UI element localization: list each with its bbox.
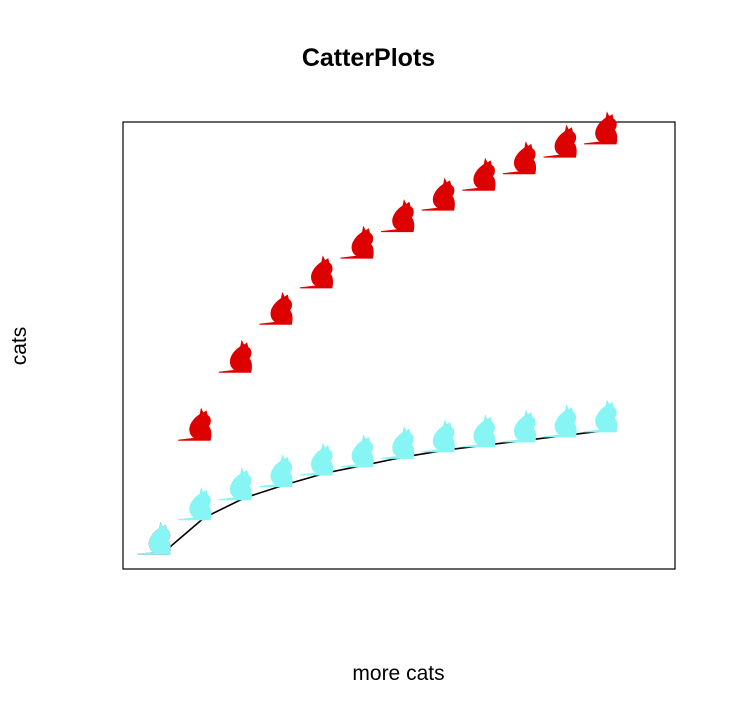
cat-marker-s2-6 <box>340 434 374 468</box>
cat-marker-s2-7 <box>381 425 415 459</box>
cat-marker-s2-11 <box>543 404 577 438</box>
cat-marker-s2-5 <box>299 442 333 476</box>
cat-marker-s2-12 <box>584 399 618 433</box>
chart-title: CatterPlots <box>301 44 436 72</box>
x-axis-label: more cats <box>352 662 445 685</box>
plot-frame <box>122 121 676 570</box>
cat-marker-s1-3 <box>218 339 252 373</box>
cat-marker-s1-2 <box>178 407 212 441</box>
cat-markers <box>137 111 618 555</box>
cat-marker-s1-12 <box>584 111 618 145</box>
cat-marker-s2-2 <box>178 487 212 521</box>
cat-marker-s1-6 <box>340 225 374 259</box>
cat-marker-s1-4 <box>259 291 293 325</box>
cat-marker-s1-7 <box>381 199 415 233</box>
cat-marker-s1-10 <box>502 141 536 175</box>
cat-marker-s1-9 <box>462 157 496 191</box>
cat-marker-s1-5 <box>299 255 333 289</box>
cat-marker-s2-4 <box>259 454 293 488</box>
cat-marker-s2-3 <box>218 467 252 501</box>
cat-marker-s2-8 <box>421 419 455 453</box>
cat-marker-s1-11 <box>543 124 577 158</box>
cat-marker-s2-9 <box>462 414 496 448</box>
cat-marker-s2-1 <box>137 521 171 555</box>
cat-marker-s1-8 <box>421 177 455 211</box>
cat-marker-s2-10 <box>502 409 536 443</box>
